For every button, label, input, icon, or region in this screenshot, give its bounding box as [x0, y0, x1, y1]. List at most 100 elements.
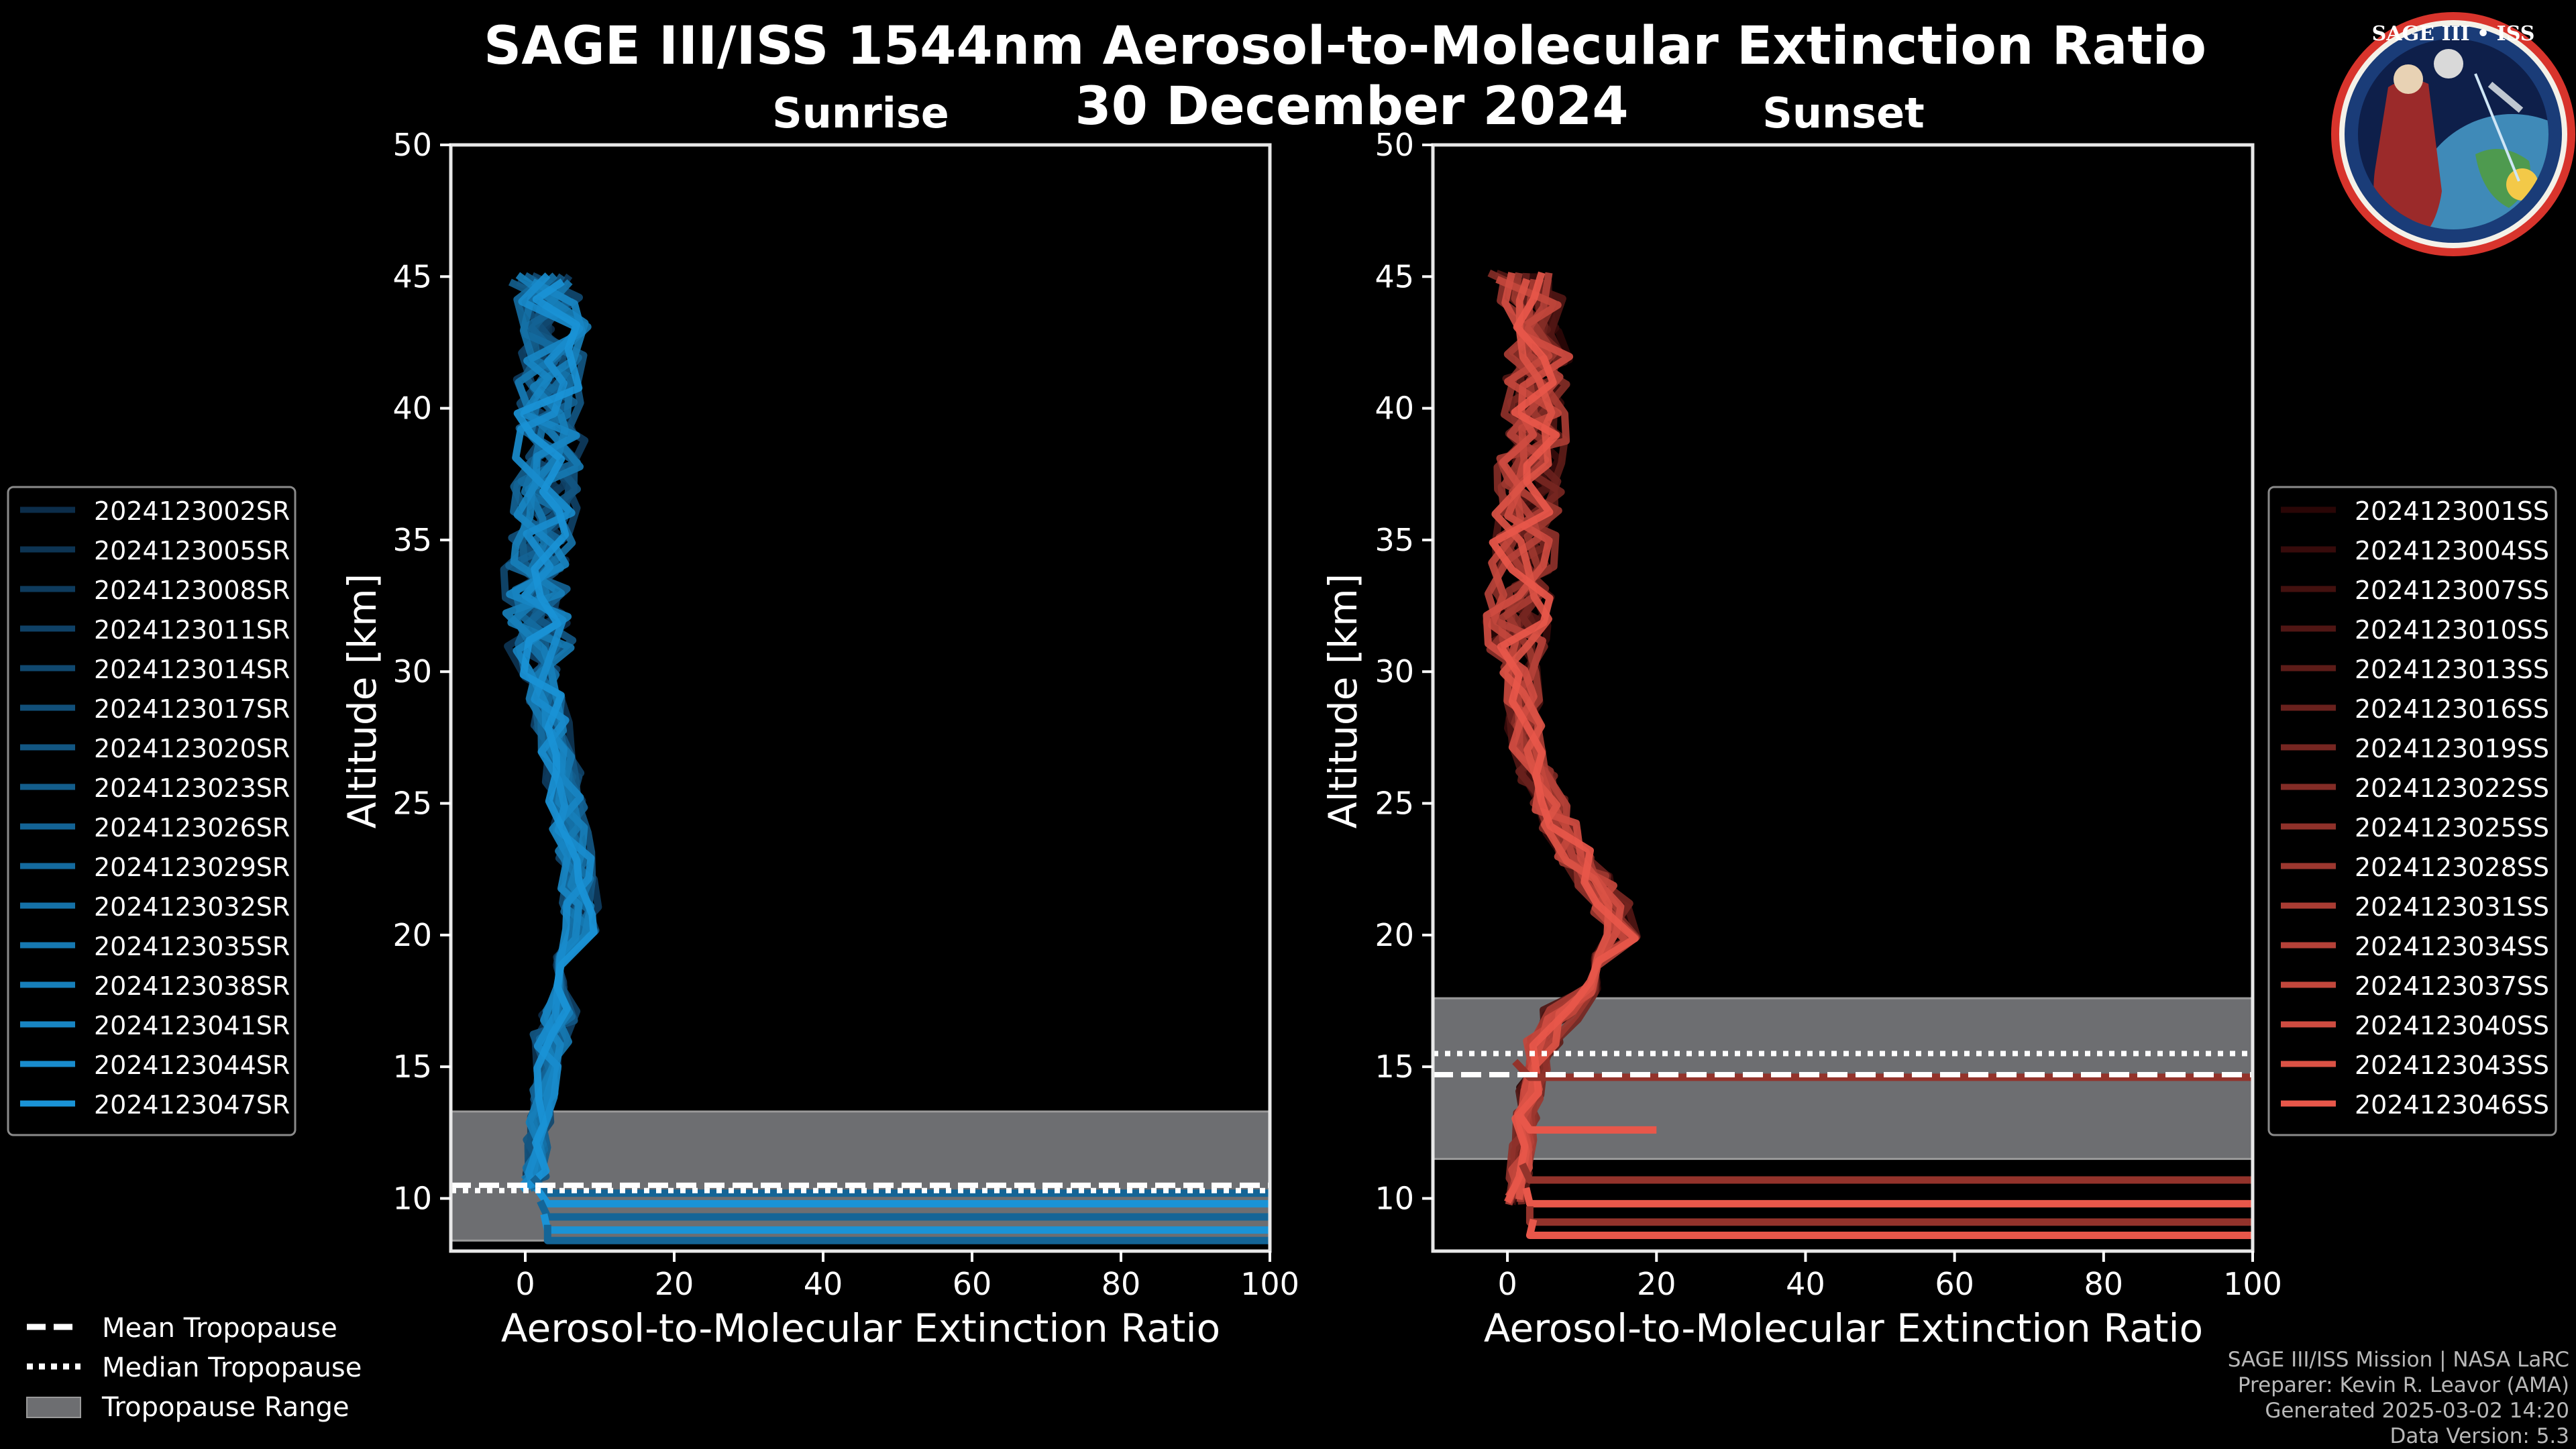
sunrise-ytick-label-10: 10 — [392, 1180, 432, 1216]
sunset-legend-label-2024123043SS: 2024123043SS — [2355, 1051, 2549, 1080]
sunrise-legend-label-2024123008SR: 2024123008SR — [94, 576, 290, 605]
sunrise-legend-label-2024123023SR: 2024123023SR — [94, 773, 290, 803]
sunset-legend-label-2024123025SS: 2024123025SS — [2355, 813, 2549, 843]
tropopause-range-swatch — [26, 1397, 81, 1418]
sunrise-legend-box — [7, 486, 297, 1136]
tropopause-range-label: Tropopause Range — [101, 1392, 350, 1423]
sunset-ytick-label-30: 30 — [1375, 653, 1414, 690]
sunrise-tropopause-range — [449, 1110, 1271, 1242]
sunset-ytick-label-40: 40 — [1375, 390, 1414, 427]
sunrise-xlabel: Aerosol-to-Molecular Extinction Ratio — [501, 1305, 1220, 1351]
sunrise-chart: 0 20 40 60 80 100 50 10 15 20 25 30 35 40 45 — [392, 127, 1299, 1302]
footer-line-version: Data Version: 5.3 — [2390, 1424, 2569, 1448]
figure-title: SAGE III/ISS 1544nm Aerosol-to-Molecular… — [484, 16, 2206, 76]
sunrise-ytick-label-15: 15 — [392, 1049, 432, 1085]
sunrise-legend-label-2024123011SR: 2024123011SR — [94, 615, 290, 645]
sunset-ytick-label-35: 35 — [1375, 522, 1414, 558]
sunset-legend-label-2024123031SS: 2024123031SS — [2355, 892, 2549, 922]
sunrise-profile-2024123047SR — [513, 278, 598, 1194]
sunrise-legend-label-2024123026SR: 2024123026SR — [94, 813, 290, 843]
sunrise-legend-label-2024123005SR: 2024123005SR — [94, 536, 290, 566]
sunrise-ytick-label-40: 40 — [392, 390, 432, 427]
footer-line-mission: SAGE III/ISS Mission | NASA LaRC — [2228, 1348, 2569, 1372]
sunrise-xtick-label-40: 40 — [804, 1266, 843, 1302]
sunrise-xtick-label-60: 60 — [953, 1266, 992, 1302]
sunset-legend-label-2024123034SS: 2024123034SS — [2355, 932, 2549, 961]
sunset-profile-2024123034SS — [1484, 272, 1640, 1206]
sunrise-legend-label-2024123044SR: 2024123044SR — [94, 1051, 290, 1080]
sunset-profile-2024123046SS — [1489, 271, 1639, 1204]
logo-moon — [2434, 49, 2463, 78]
sunset-legend-label-2024123016SS: 2024123016SS — [2355, 694, 2549, 724]
sunset-panel-title: Sunset — [1762, 89, 1925, 138]
sunset-ytick-label-50: 50 — [1375, 127, 1414, 163]
sunset-legend-label-2024123022SS: 2024123022SS — [2355, 773, 2549, 803]
sunrise-ytick-label-20: 20 — [392, 917, 432, 953]
sunset-xtick-label-60: 60 — [1935, 1266, 1974, 1302]
footer-credits: SAGE III/ISS Mission | NASA LaRC Prepare… — [2228, 1348, 2569, 1448]
figure-date: 30 December 2024 — [1075, 76, 1628, 137]
sunset-legend-label-2024123004SS: 2024123004SS — [2355, 536, 2549, 566]
sunset-low-tail-4 — [1525, 1206, 2253, 1226]
logo-title: SAGE III • ISS — [2372, 22, 2535, 46]
sunrise-ytick-label-25: 25 — [392, 786, 432, 822]
sunrise-legend-label-2024123041SR: 2024123041SR — [94, 1011, 290, 1040]
tropopause-legend: Mean Tropopause Median Tropopause Tropop… — [26, 1313, 362, 1423]
sunset-xtick-label-0: 0 — [1497, 1266, 1517, 1302]
sunset-legend-label-2024123028SS: 2024123028SS — [2355, 853, 2549, 882]
mean-tropopause-label: Mean Tropopause — [102, 1313, 337, 1344]
sunset-legend-label-2024123007SS: 2024123007SS — [2355, 576, 2549, 605]
sunset-xtick-label-100: 100 — [2223, 1266, 2282, 1302]
sunset-ylabel: Altitude [km] — [1320, 574, 1366, 828]
sunrise-ylabel: Altitude [km] — [339, 574, 385, 828]
sunrise-legend: 2024123002SR 2024123005SR 2024123008SR 2024… — [7, 486, 297, 1136]
footer-line-generated: Generated 2025-03-02 14:20 — [2265, 1399, 2569, 1423]
logo-figure-head — [2394, 64, 2423, 94]
sunrise-ytick-label-30: 30 — [392, 653, 432, 690]
sunset-chart: 0 20 40 60 80 100 50 10 15 20 25 30 35 40 45 — [1375, 127, 2282, 1302]
sunrise-legend-label-2024123035SR: 2024123035SR — [94, 932, 290, 961]
sunrise-xtick-label-80: 80 — [1102, 1266, 1141, 1302]
footer-line-preparer: Preparer: Kevin R. Leavor (AMA) — [2238, 1373, 2569, 1397]
sunset-low-tail-3 — [1522, 1187, 2253, 1208]
sunrise-legend-label-2024123014SR: 2024123014SR — [94, 655, 290, 684]
sunset-legend-box — [2267, 486, 2557, 1136]
sunrise-legend-label-2024123047SR: 2024123047SR — [94, 1090, 290, 1120]
sunset-ytick-label-15: 15 — [1375, 1049, 1414, 1085]
sage-iii-iss-logo: SAGE III • ISS — [2331, 12, 2575, 256]
sunrise-legend-label-2024123029SR: 2024123029SR — [94, 853, 290, 882]
sunset-legend-label-2024123013SS: 2024123013SS — [2355, 655, 2549, 684]
sunset-plot-frame — [1431, 143, 2255, 1253]
sunrise-xtick-label-0: 0 — [515, 1266, 535, 1302]
sunrise-panel-title: Sunrise — [772, 89, 949, 138]
sunset-xtick-label-80: 80 — [2084, 1266, 2124, 1302]
sunset-legend-label-2024123001SS: 2024123001SS — [2355, 496, 2549, 526]
sunset-legend-label-2024123040SS: 2024123040SS — [2355, 1011, 2549, 1040]
sunrise-legend-label-2024123032SR: 2024123032SR — [94, 892, 290, 922]
sunset-low-tail-5 — [1525, 1218, 2253, 1239]
sunrise-ytick-label-45: 45 — [392, 258, 432, 294]
sunrise-ytick-label-50: 50 — [392, 127, 432, 163]
sunset-xlabel: Aerosol-to-Molecular Extinction Ratio — [1484, 1305, 2203, 1351]
median-tropopause-label: Median Tropopause — [102, 1352, 362, 1383]
sunset-xtick-label-40: 40 — [1786, 1266, 1825, 1302]
sunrise-xtick-label-20: 20 — [655, 1266, 694, 1302]
sunrise-ytick-label-35: 35 — [392, 522, 432, 558]
sunrise-legend-label-2024123017SR: 2024123017SR — [94, 694, 290, 724]
sunrise-legend-label-2024123020SR: 2024123020SR — [94, 734, 290, 763]
sunrise-legend-label-2024123002SR: 2024123002SR — [94, 496, 290, 526]
sunset-ytick-label-45: 45 — [1375, 258, 1414, 294]
sunset-legend-label-2024123019SS: 2024123019SS — [2355, 734, 2549, 763]
sunset-legend-label-2024123010SS: 2024123010SS — [2355, 615, 2549, 645]
sunset-ytick-label-20: 20 — [1375, 917, 1414, 953]
sunset-xtick-label-20: 20 — [1637, 1266, 1676, 1302]
sunset-legend: 2024123001SS 2024123004SS 2024123007SS 2024… — [2267, 486, 2557, 1136]
sunset-ytick-label-25: 25 — [1375, 786, 1414, 822]
sunset-legend-label-2024123037SS: 2024123037SS — [2355, 971, 2549, 1001]
sunset-profile-2024123040SS — [1483, 272, 1625, 1199]
sunrise-plot-frame — [449, 143, 1272, 1253]
sunset-low-tail-2 — [1519, 1163, 2253, 1184]
sunset-ytick-label-10: 10 — [1375, 1180, 1414, 1216]
sunrise-xtick-label-100: 100 — [1240, 1266, 1299, 1302]
